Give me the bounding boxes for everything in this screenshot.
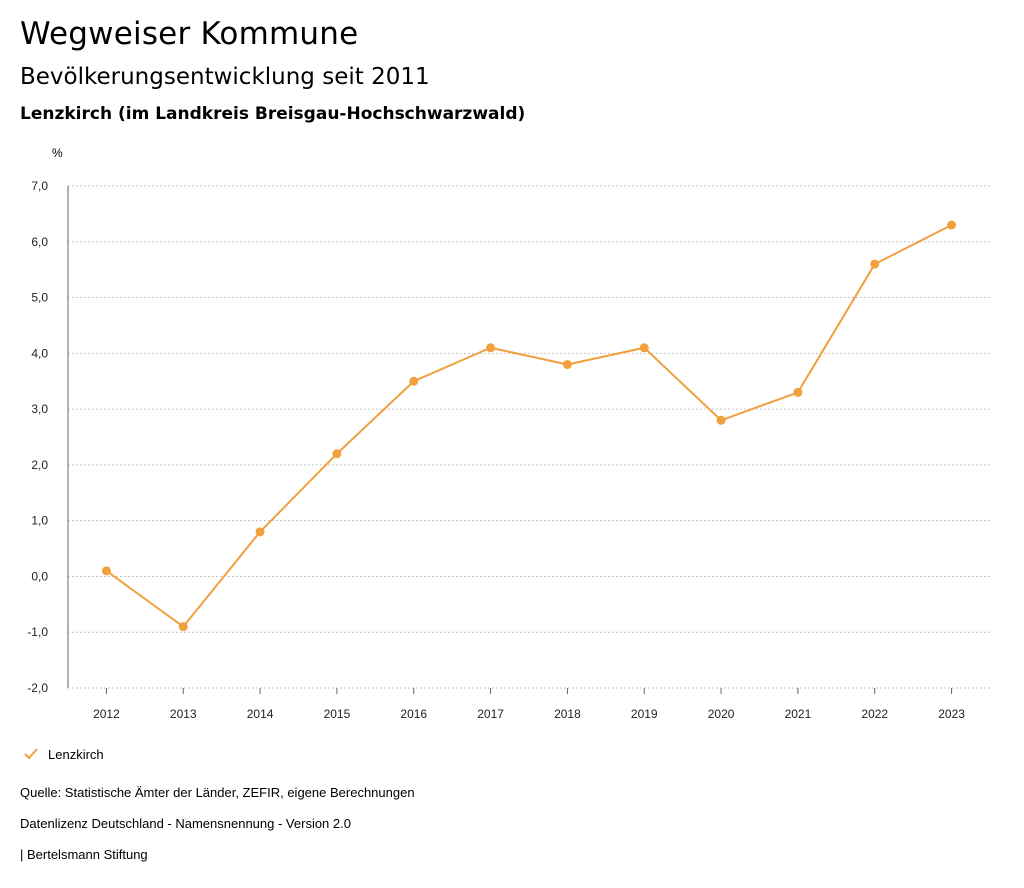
data-point (870, 259, 880, 269)
y-tick-label: 3,0 (31, 402, 48, 416)
x-tick-label: 2017 (477, 707, 504, 721)
y-tick-label: -2,0 (27, 681, 48, 695)
x-tick-label: 2023 (938, 707, 965, 721)
data-point (947, 220, 957, 230)
y-tick-label: 4,0 (31, 346, 48, 360)
data-point (486, 343, 496, 353)
y-tick-label: 7,0 (31, 179, 48, 193)
series-line (105, 224, 953, 628)
y-tick-label: 5,0 (31, 291, 48, 305)
y-tick-label: 1,0 (31, 514, 48, 528)
data-point (255, 527, 265, 537)
data-point (793, 387, 803, 397)
y-axis-unit-label: % (52, 146, 63, 160)
legend-item-label: Lenzkirch (48, 746, 104, 762)
x-tick-label: 2016 (400, 707, 427, 721)
x-tick-label: 2013 (170, 707, 197, 721)
line-chart: -2,0 -1,0 0,0 1,0 2,0 3,0 4,0 5,0 6,0 7,0 2012 2013… (27, 179, 990, 721)
x-tick-label: 2012 (93, 707, 120, 721)
y-tick-label: 2,0 (31, 458, 48, 472)
chart-subtitle: Bevölkerungsentwicklung seit 2011 (20, 64, 430, 90)
legend[interactable]: Lenzkirch (22, 745, 104, 763)
x-tick-label: 2015 (324, 707, 351, 721)
chart-place-label: Lenzkirch (im Landkreis Breisgau-Hochsch… (20, 104, 526, 124)
data-point (409, 376, 419, 386)
data-point (101, 566, 111, 576)
x-tick-label: 2018 (554, 707, 581, 721)
source-note: Quelle: Statistische Ämter der Länder, Z… (20, 785, 415, 800)
x-tick-label: 2022 (861, 707, 888, 721)
x-tick-label: 2021 (785, 707, 812, 721)
y-tick-label: 6,0 (31, 235, 48, 249)
publisher-note: | Bertelsmann Stiftung (20, 847, 148, 862)
data-point (562, 359, 572, 369)
x-tick-label: 2014 (247, 707, 274, 721)
x-tick-label: 2020 (708, 707, 735, 721)
license-note: Datenlizenz Deutschland - Namensnennung … (20, 816, 351, 831)
checkmark-icon (24, 748, 38, 760)
data-point (716, 415, 726, 425)
chart-title: Wegweiser Kommune (20, 16, 359, 52)
y-tick-label: 0,0 (31, 569, 48, 583)
data-point (178, 622, 188, 632)
data-point (639, 343, 649, 353)
x-tick-label: 2019 (631, 707, 658, 721)
y-tick-label: -1,0 (27, 625, 48, 639)
data-point (332, 449, 342, 459)
